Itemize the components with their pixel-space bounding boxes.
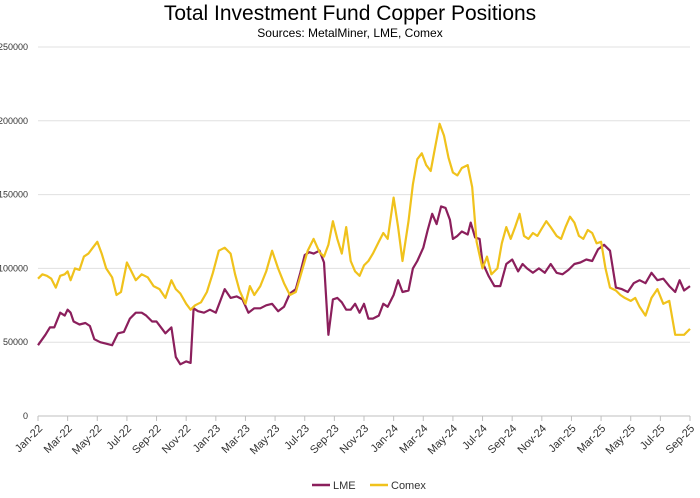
x-tick-label: Nov-24	[515, 423, 549, 457]
y-tick-label: 100000	[0, 263, 28, 273]
x-tick-label: Mar-23	[220, 423, 253, 456]
x-tick-label: Nov-23	[338, 423, 372, 457]
chart-subtitle: Sources: MetalMiner, LME, Comex	[257, 26, 443, 40]
x-tick-label: Sep-25	[664, 423, 698, 457]
y-tick-label: 250000	[0, 42, 28, 52]
x-tick-label: Mar-25	[575, 423, 608, 456]
x-tick-label: Mar-22	[42, 423, 75, 456]
x-tick-label: Jan-25	[546, 423, 578, 455]
x-tick-label: Sep-22	[130, 423, 164, 457]
x-tick-label: Nov-22	[160, 423, 194, 457]
x-tick-label: Jan-23	[191, 423, 223, 455]
x-tick-label: Sep-24	[486, 423, 520, 457]
y-tick-label: 150000	[0, 190, 28, 200]
x-tick-label: May-24	[426, 423, 460, 457]
gridlines	[38, 46, 690, 417]
x-tick-label: Jan-24	[369, 423, 401, 455]
legend-label-comex: Comex	[391, 480, 426, 492]
series-lines	[37, 122, 691, 366]
series-line-comex	[37, 122, 691, 336]
x-tick-label: May-25	[604, 423, 638, 457]
y-axis-ticks: 0 50000 100000 150000 200000 250000	[0, 42, 28, 421]
chart-title: Total Investment Fund Copper Positions	[163, 2, 537, 25]
series-line-lme	[37, 205, 691, 366]
y-tick-label: 200000	[0, 116, 28, 126]
x-tick-label: Jan-22	[13, 423, 45, 455]
legend: LME Comex	[312, 480, 426, 492]
legend-label-lme: LME	[333, 480, 356, 492]
y-tick-label: 50000	[3, 337, 28, 347]
x-tick-label: Mar-24	[397, 423, 430, 456]
x-tick-label: May-22	[70, 423, 104, 457]
x-tick-label: Sep-23	[308, 423, 342, 457]
y-tick-label: 0	[23, 411, 28, 421]
x-tick-label: May-23	[248, 423, 282, 457]
